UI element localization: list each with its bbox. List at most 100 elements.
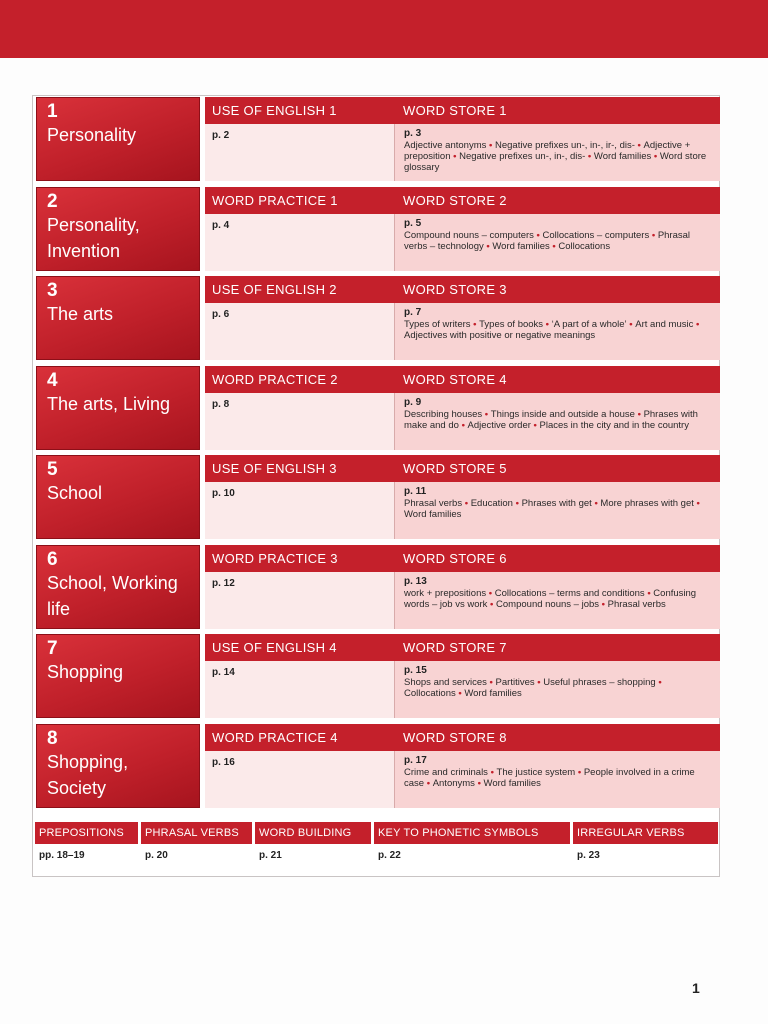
practice-cell: p. 12: [205, 571, 394, 629]
unit-title: School: [47, 483, 103, 503]
unit-number: 1: [47, 101, 58, 122]
unit-tile[interactable]: 2 Personality, Invention: [36, 186, 200, 271]
word-store-page-ref: p. 3: [404, 128, 422, 139]
practice-page-ref: p. 4: [212, 219, 230, 231]
practice-page-ref: p. 14: [212, 667, 235, 678]
reference-section-page-ref: p. 22: [378, 850, 401, 861]
topic-item: Places in the city and in the country: [539, 419, 689, 431]
word-store-page-ref: p. 13: [404, 575, 427, 587]
topic-item: Shops and services: [404, 677, 487, 688]
topic-item: Collocations – computers: [542, 229, 650, 241]
bullet-separator: •: [483, 240, 493, 252]
unit-tile[interactable]: 8 Shopping, Society: [36, 723, 200, 808]
word-store-heading[interactable]: WORD STORE 1: [394, 97, 720, 124]
topic-item: Negative prefixes un-, in-, ir-, dis-: [494, 140, 635, 151]
reference-section-heading[interactable]: IRREGULAR VERBS: [573, 822, 718, 844]
topic-item: Word store glossary: [404, 151, 707, 173]
word-store-heading[interactable]: WORD STORE 5: [394, 455, 720, 482]
unit-tile[interactable]: 3 The arts: [36, 276, 200, 360]
topic-item: Phrases with get: [521, 498, 592, 509]
unit-tile[interactable]: 4 The arts, Living: [36, 365, 200, 450]
bullet-separator: •: [486, 677, 496, 688]
unit-number: 8: [47, 727, 58, 749]
practice-heading[interactable]: WORD PRACTICE 4: [205, 723, 394, 751]
word-store-heading[interactable]: WORD STORE 3: [394, 276, 720, 303]
reference-section-page-ref: p. 20: [145, 850, 168, 861]
topic-item: ‘A part of a whole’: [551, 319, 627, 330]
unit-tile[interactable]: 5 School: [36, 455, 200, 539]
bullet-separator: •: [651, 151, 660, 162]
unit-row: 6 School, Working life WORD PRACTICE 3 WORD…: [33, 544, 721, 634]
topic-item: Adjective order: [467, 419, 531, 431]
word-store-cell: p. 5 Compound nouns – computers • Colloca…: [394, 213, 720, 271]
word-store-page-ref: p. 9: [404, 396, 422, 408]
bullet-separator: •: [599, 598, 608, 610]
word-store-cell: p. 11 Phrasal verbs • Education • Phrases…: [394, 482, 720, 539]
unit-number: 5: [47, 459, 58, 480]
word-store-heading[interactable]: WORD STORE 8: [394, 723, 720, 751]
bullet-separator: •: [470, 319, 480, 330]
topic-item: Compound nouns – computers: [404, 229, 534, 241]
bullet-separator: •: [458, 419, 468, 431]
practice-heading[interactable]: WORD PRACTICE 1: [205, 186, 394, 214]
bullet-separator: •: [455, 688, 465, 699]
topic-list: Compound nouns – computers • Collocation…: [404, 230, 711, 252]
topic-item: Partitives: [495, 677, 535, 688]
topic-item: Types of writers: [404, 319, 471, 330]
word-store-heading[interactable]: WORD STORE 6: [394, 544, 720, 572]
unit-number: 6: [47, 548, 58, 570]
unit-row: 2 Personality, Invention WORD PRACTICE 1 WO…: [33, 186, 721, 276]
practice-cell: p. 4: [205, 213, 394, 271]
practice-heading[interactable]: USE OF ENGLISH 2: [205, 276, 394, 303]
topic-list: Types of writers • Types of books • ‘A p…: [404, 319, 711, 341]
word-store-page-ref: p. 11: [404, 486, 427, 497]
word-store-cell: p. 9 Describing houses • Things inside an…: [394, 392, 720, 450]
topic-item: Confusing words – job vs work: [404, 587, 697, 610]
bullet-separator: •: [644, 587, 654, 599]
topic-item: Collocations – terms and conditions: [494, 587, 645, 599]
topic-item: Education: [470, 498, 513, 509]
practice-cell: p. 2: [205, 124, 394, 181]
reference-section-heading[interactable]: PREPOSITIONS: [35, 822, 138, 844]
topic-item: Antonyms: [432, 777, 475, 789]
word-store-page-ref: p. 5: [404, 217, 422, 229]
bullet-separator: •: [634, 140, 644, 151]
word-store-heading[interactable]: WORD STORE 7: [394, 634, 720, 661]
bullet-separator: •: [487, 598, 497, 610]
reference-section-heading[interactable]: PHRASAL VERBS: [141, 822, 252, 844]
topic-list: Adjective antonyms • Negative prefixes u…: [404, 140, 711, 173]
bullet-separator: •: [649, 229, 658, 241]
word-store-heading[interactable]: WORD STORE 4: [394, 365, 720, 393]
unit-title: Shopping: [47, 662, 124, 682]
practice-heading[interactable]: USE OF ENGLISH 1: [205, 97, 394, 124]
word-store-page-ref: p. 7: [404, 307, 422, 318]
bullet-separator: •: [462, 498, 471, 509]
practice-heading[interactable]: USE OF ENGLISH 3: [205, 455, 394, 482]
bullet-separator: •: [591, 498, 601, 509]
top-color-band: [0, 0, 768, 58]
reference-section-heading[interactable]: KEY TO PHONETIC SYMBOLS: [374, 822, 570, 844]
practice-cell: p. 6: [205, 303, 394, 360]
bullet-separator: •: [487, 766, 497, 778]
topic-list: Phrasal verbs • Education • Phrases with…: [404, 498, 711, 520]
practice-heading[interactable]: USE OF ENGLISH 4: [205, 634, 394, 661]
reference-section-heading[interactable]: WORD BUILDING: [255, 822, 371, 844]
topic-item: Adjectives with positive or negative mea…: [404, 330, 596, 341]
word-store-heading[interactable]: WORD STORE 2: [394, 186, 720, 214]
practice-heading[interactable]: WORD PRACTICE 2: [205, 365, 394, 393]
topic-item: Adjective antonyms: [404, 140, 487, 151]
practice-heading[interactable]: WORD PRACTICE 3: [205, 544, 394, 572]
reference-section-page-ref: p. 21: [259, 850, 282, 861]
unit-tile[interactable]: 1 Personality: [36, 97, 200, 181]
unit-tile[interactable]: 6 School, Working life: [36, 544, 200, 629]
unit-row: 1 Personality USE OF ENGLISH 1 WORD STORE 1…: [33, 96, 721, 186]
bullet-separator: •: [626, 319, 636, 330]
topic-item: Phrasal verbs: [404, 498, 463, 509]
topic-item: The justice system: [496, 766, 576, 778]
topic-item: People involved in a crime case: [404, 766, 695, 789]
practice-page-ref: p. 2: [212, 130, 230, 141]
unit-tile[interactable]: 7 Shopping: [36, 634, 200, 718]
topic-list: work + prepositions • Collocations – ter…: [404, 588, 711, 610]
bullet-separator: •: [424, 777, 433, 789]
practice-cell: p. 10: [205, 482, 394, 539]
